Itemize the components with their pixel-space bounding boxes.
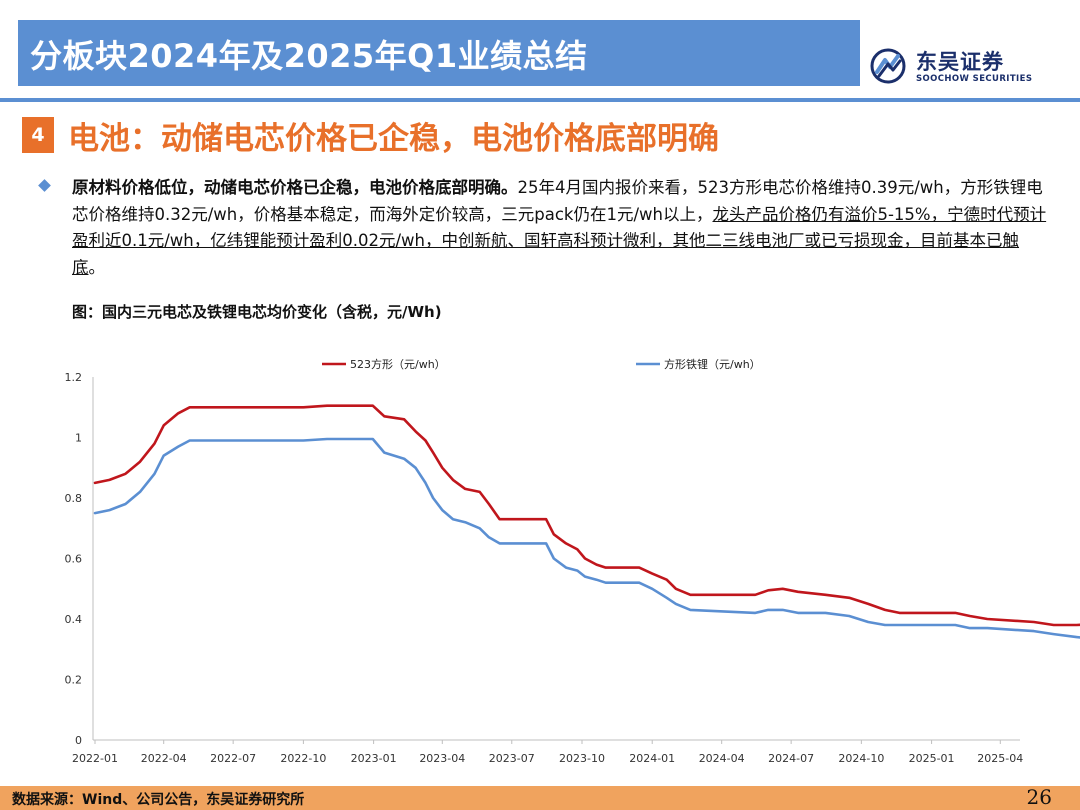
- page-number: 26: [1026, 785, 1052, 809]
- y-tick-label: 0.4: [65, 613, 83, 626]
- bullet-paragraph: 原材料价格低位，动储电芯价格已企稳，电池价格底部明确。25年4月国内报价来看，5…: [72, 175, 1047, 281]
- bullet-text: 25年4月国内报价来看，523方形电芯价格维持0.39元/wh，方形铁锂电芯价格…: [72, 178, 1043, 224]
- x-tick-label: 2023-07: [489, 752, 535, 765]
- section-number: 4: [22, 117, 54, 153]
- company-logo: 东吴证券 SOOCHOW SECURITIES: [870, 46, 1070, 90]
- x-tick-label: 2023-01: [351, 752, 397, 765]
- series-line-1: [93, 404, 1080, 627]
- x-tick-label: 2024-07: [768, 752, 814, 765]
- legend-label-2: 方形铁锂（元/wh）: [664, 357, 761, 371]
- x-tick-label: 2024-01: [629, 752, 675, 765]
- logo-text-cn: 东吴证券: [916, 50, 1004, 74]
- series-line-2: [93, 437, 1080, 639]
- x-tick-label: 2022-07: [210, 752, 256, 765]
- x-tick-label: 2022-04: [141, 752, 187, 765]
- y-tick-label: 1.2: [65, 371, 83, 384]
- logo-text-en: SOOCHOW SECURITIES: [916, 74, 1033, 84]
- bullet-underlined-text: 龙头产品价格仍有溢价5-15%，宁德时代预计盈利近0.1元/wh，亿纬锂能预计盈…: [72, 204, 1047, 277]
- x-tick-label: 2023-10: [559, 752, 605, 765]
- y-tick-label: 0.8: [65, 492, 83, 505]
- section-title: 电池：动储电芯价格已企稳，电池价格底部明确: [68, 121, 719, 157]
- bullet-end: 。: [88, 257, 106, 277]
- soochow-logo-icon: [870, 48, 906, 84]
- x-tick-label: 2023-04: [419, 752, 465, 765]
- y-tick-label: 0.6: [65, 553, 83, 566]
- diamond-bullet-icon: [38, 179, 51, 192]
- x-tick-label: 2025-04: [977, 752, 1023, 765]
- bullet-lead: 原材料价格低位，动储电芯价格已企稳，电池价格底部明确。: [72, 178, 518, 197]
- x-tick-label: 2025-01: [909, 752, 955, 765]
- figure-title: 图：国内三元电芯及铁锂电芯均价变化（含税，元/Wh): [72, 303, 442, 321]
- data-source: 数据来源：Wind、公司公告，东吴证券研究所: [12, 792, 305, 808]
- legend-label-1: 523方形（元/wh）: [350, 357, 446, 371]
- y-tick-label: 0: [75, 734, 82, 747]
- page-title: 分板块2024年及2025年Q1业绩总结: [30, 37, 588, 75]
- price-line-chart: 0 0.2 0.4 0.6 0.8 1 1.2 2022-01 2022-04 2022-07 20…: [65, 357, 1080, 765]
- y-tick-label: 1: [75, 432, 82, 445]
- x-tick-label: 2022-10: [280, 752, 326, 765]
- header-bar: 分板块2024年及2025年Q1业绩总结: [18, 20, 860, 86]
- y-tick-label: 0.2: [65, 674, 83, 687]
- x-tick-label: 2022-01: [72, 752, 118, 765]
- header-rule: [0, 98, 1080, 102]
- footer-bar: 数据来源：Wind、公司公告，东吴证券研究所 26: [0, 785, 1080, 810]
- x-tick-label: 2024-10: [838, 752, 884, 765]
- x-tick-label: 2024-04: [699, 752, 745, 765]
